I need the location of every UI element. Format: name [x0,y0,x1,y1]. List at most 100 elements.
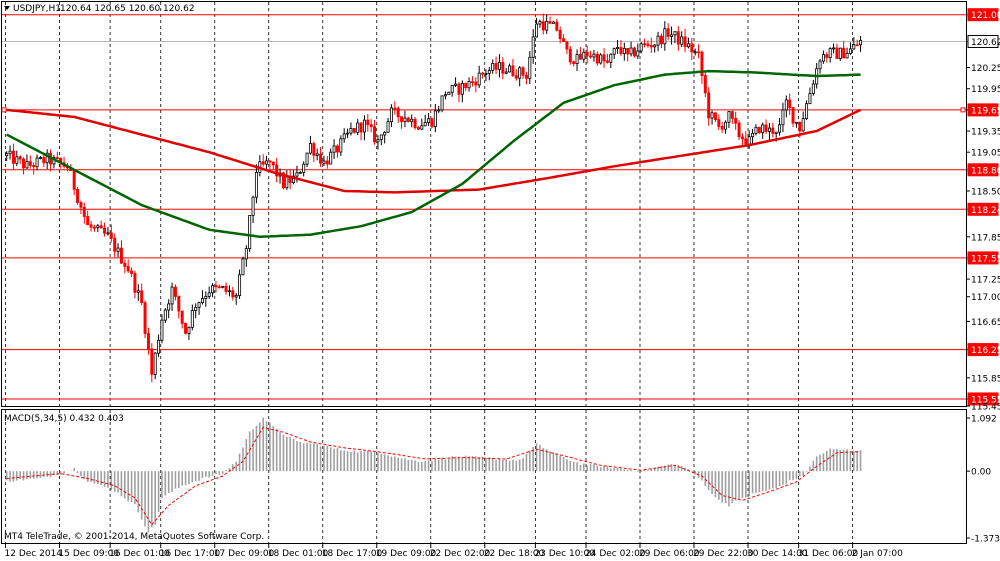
candles [5,13,863,383]
candle-body [86,216,90,226]
candle-body [366,119,370,126]
candle-body [241,258,245,276]
candle-body [447,91,451,96]
candle-body [619,47,623,54]
candle-body [683,36,687,48]
candle-body [740,136,744,140]
candle-body [123,262,127,267]
candle-body [774,131,778,134]
candle-body [207,292,211,297]
candle-body [275,164,279,177]
x-label: 29 Dec 22:00 [693,549,754,559]
candle-body [609,53,613,63]
candle-body [821,54,825,62]
candle-body [562,38,566,42]
candle-body [217,286,221,289]
candle-body [727,111,731,123]
candle-body [295,172,299,177]
y-tick-label: 117.00 [971,293,1000,303]
candle-body [143,302,147,334]
candle-body [663,28,667,45]
candle-body [757,126,761,134]
candle-body [656,35,660,46]
moving-averages [6,69,862,239]
y-tick-label: 116.65 [971,318,1000,328]
candle-body [312,143,316,156]
candle-body [133,273,137,293]
candle-body [541,21,545,31]
candle-body [649,45,653,48]
candle-body [268,160,272,163]
candle-body [805,103,809,119]
candle-body [470,81,474,83]
ma-slow-line [6,108,862,194]
dropdown-triangle-icon[interactable] [4,6,10,10]
candle-body [150,348,154,375]
candle-body [146,333,150,350]
y-tick-label: 115.45 [971,403,1000,413]
candle-body [659,35,663,45]
candle-body [38,157,42,159]
candle-body [568,48,572,63]
candle-body [5,153,9,157]
candle-body [173,286,177,297]
y-tick-label: 117.85 [971,233,1000,243]
level-price-label: 115.55 [971,395,1000,405]
candle-body [734,117,738,124]
level-handle-left [1,107,7,113]
ohlc-values: 120.64 120.65 120.60 120.62 [60,4,195,14]
candle-body [497,61,501,70]
candle-body [771,127,775,134]
candle-body [32,165,36,168]
x-label: 16 Dec 17:00 [160,549,221,559]
candle-body [261,161,265,165]
candle-body [778,124,782,133]
candle-body [528,56,532,79]
candle-body [15,156,19,164]
candle-body [484,73,488,75]
candle-body [305,152,309,165]
candle-body [555,21,559,31]
candle-body [342,133,346,140]
candle-body [437,109,441,112]
candle-body [818,60,822,70]
candle-body [427,118,431,123]
candle-body [713,112,717,121]
candle-body [339,138,343,153]
candle-body [690,43,694,53]
candle-body [393,107,397,110]
candle-body [403,117,407,123]
candle-body [308,143,312,154]
candle-body [329,151,333,165]
x-label: 22 Dec 02:00 [430,549,491,559]
candle-body [578,54,582,60]
y-tick-label: 117.25 [971,276,1000,286]
candle-body [720,126,724,130]
candle-body [227,290,231,293]
candle-body [811,83,815,94]
candle-body [106,232,110,235]
candle-body [511,65,515,77]
candle-body [767,127,771,132]
candle-body [153,352,157,375]
y-tick-label: 115.85 [971,374,1000,384]
candle-body [784,99,788,111]
x-label: 12 Dec 2014 [5,549,63,559]
candle-body [221,285,225,288]
candle-body [433,110,437,128]
candle-body [356,122,360,133]
level-price-label: 121.00 [971,11,1000,21]
x-label: 16 Dec 01:00 [109,549,170,559]
chart-header: USDJPY,H1 120.64 120.65 120.60 120.62 [4,4,195,14]
level-price-tag [967,343,999,357]
candle-body [234,295,238,298]
macd-label: MACD(5,34,5) 0.432 0.403 [4,414,124,424]
candle-body [116,247,120,252]
candle-body [693,51,697,54]
candle-body [629,47,633,55]
candle-body [697,51,701,54]
level-price-tag [967,202,999,216]
candle-body [751,133,755,138]
candle-body [136,290,140,293]
